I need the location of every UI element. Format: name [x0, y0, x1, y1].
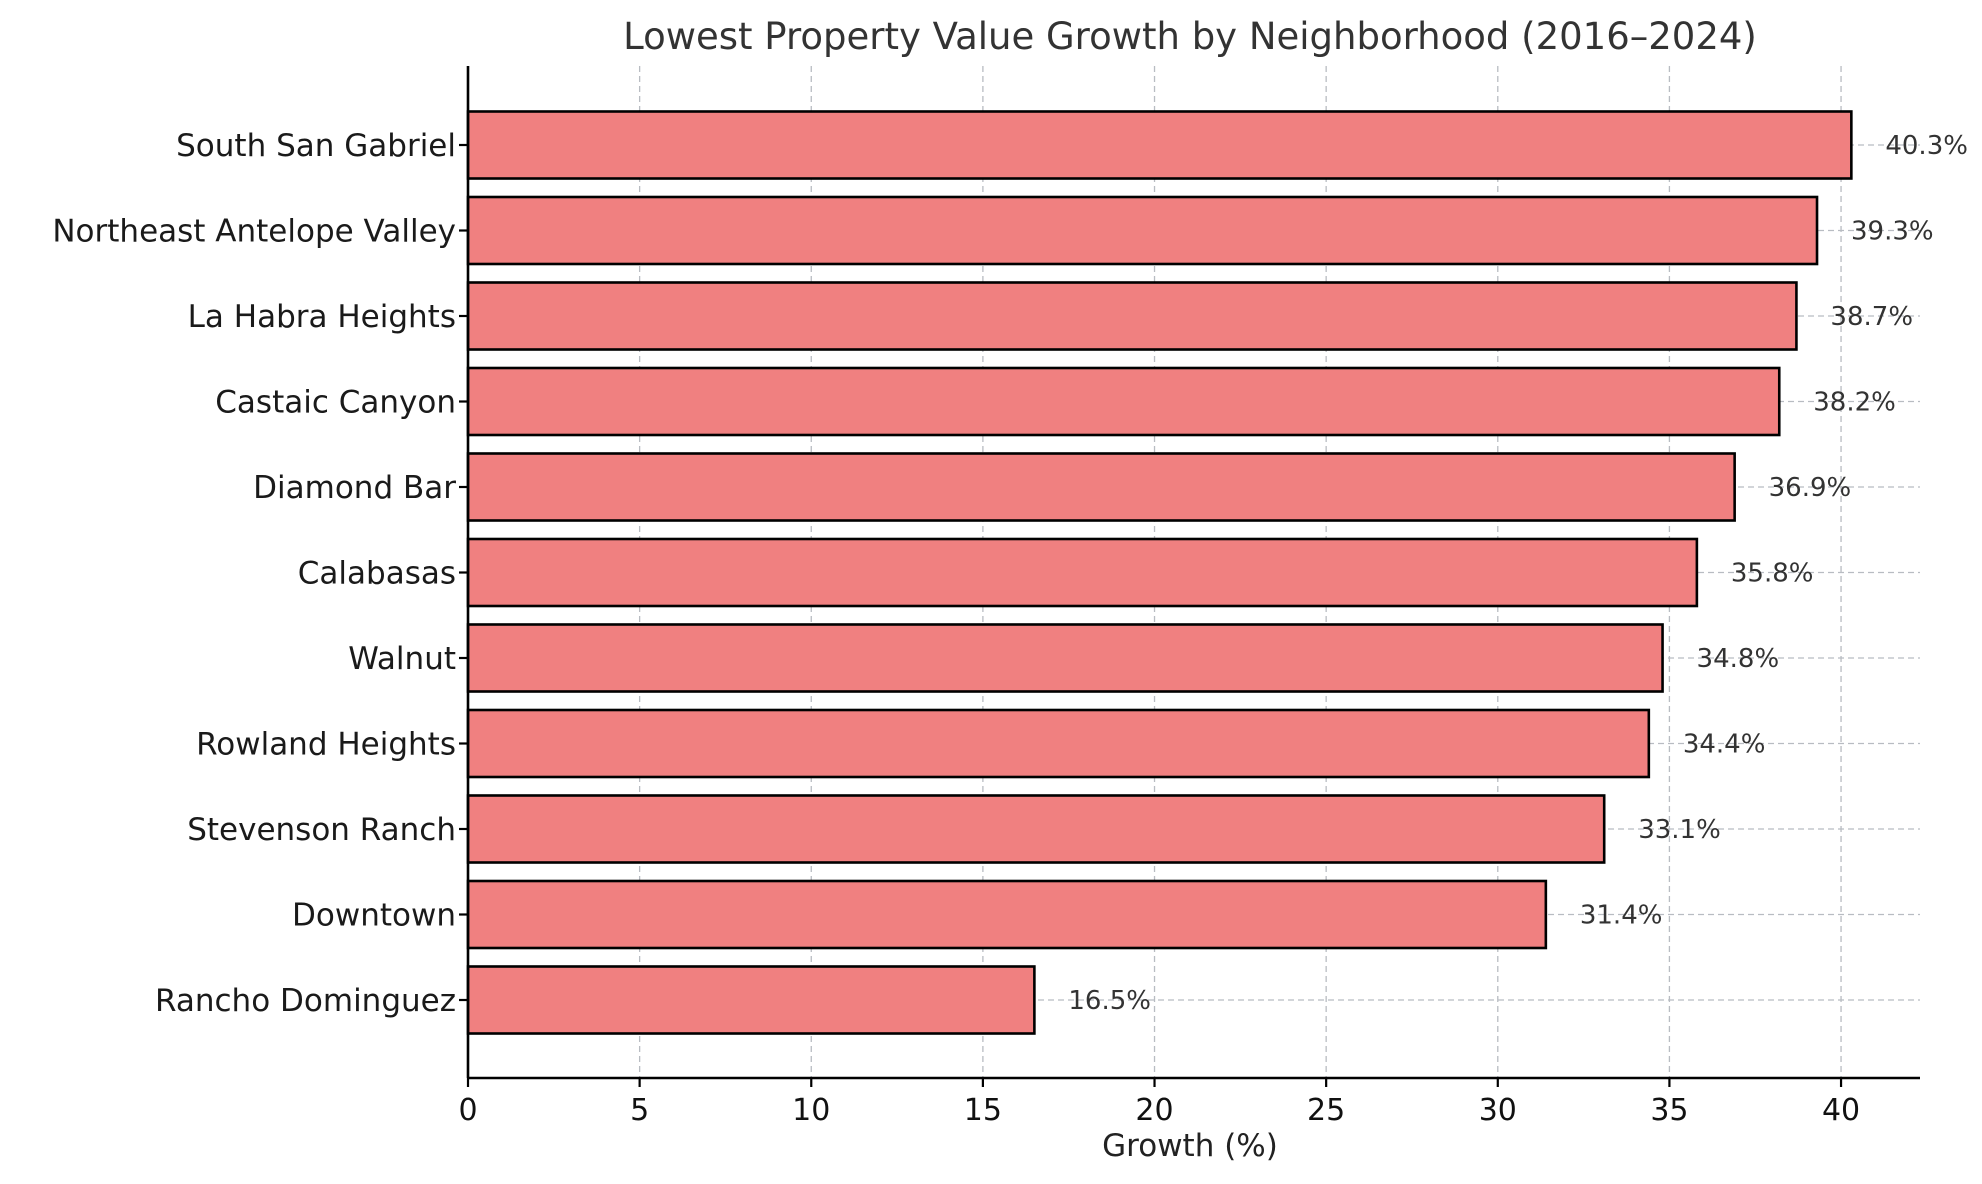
- data-label: 38.7%: [1830, 302, 1913, 332]
- y-tick-label: Walnut: [348, 641, 456, 677]
- data-label: 34.4%: [1683, 730, 1766, 760]
- bar: [466, 537, 1699, 608]
- x-axis-title: Growth (%): [1102, 1128, 1278, 1164]
- data-label: 36.9%: [1769, 473, 1852, 503]
- x-tick-label: 30: [1479, 1093, 1517, 1128]
- bars: [466, 110, 1853, 1035]
- data-label: 38.2%: [1813, 388, 1896, 418]
- x-tick-label: 5: [630, 1093, 649, 1128]
- y-tick-label: Castaic Canyon: [215, 385, 456, 421]
- y-tick-label: Rowland Heights: [196, 727, 456, 763]
- y-tick-label: La Habra Heights: [188, 299, 456, 335]
- data-label: 39.3%: [1851, 217, 1934, 247]
- x-tick-label: 10: [792, 1093, 830, 1128]
- data-label: 40.3%: [1885, 131, 1968, 161]
- x-tick-label: 35: [1650, 1093, 1688, 1128]
- bar: [466, 195, 1819, 266]
- x-tick-label: 15: [964, 1093, 1002, 1128]
- bar: [466, 879, 1548, 950]
- data-label: 34.8%: [1697, 644, 1780, 674]
- axes: [459, 66, 1920, 1087]
- chart-title: Lowest Property Value Growth by Neighbor…: [623, 15, 1757, 58]
- data-label: 16.5%: [1068, 986, 1151, 1016]
- data-label: 31.4%: [1580, 901, 1663, 931]
- bar: [466, 794, 1606, 864]
- bar: [466, 366, 1781, 437]
- bar: [466, 110, 1853, 180]
- x-tick-label: 25: [1307, 1093, 1345, 1128]
- data-label: 33.1%: [1638, 815, 1721, 845]
- data-label: 35.8%: [1731, 559, 1814, 589]
- bar: [466, 452, 1736, 522]
- y-tick-label: Stevenson Ranch: [187, 812, 456, 848]
- bar: [466, 281, 1798, 351]
- y-tick-label: Northeast Antelope Valley: [52, 214, 456, 250]
- x-tick-label: 40: [1822, 1093, 1860, 1128]
- y-tick-label: Calabasas: [298, 556, 456, 592]
- y-tick-label: South San Gabriel: [176, 128, 456, 164]
- x-tick-label: 20: [1135, 1093, 1173, 1128]
- bar: [466, 623, 1664, 693]
- y-tick-label: Diamond Bar: [253, 470, 456, 506]
- y-tick-label: Downtown: [292, 898, 456, 934]
- y-tick-label: Rancho Dominguez: [155, 983, 456, 1019]
- bar: [466, 708, 1651, 779]
- bar: [466, 965, 1036, 1035]
- x-tick-label: 0: [458, 1093, 477, 1128]
- labels: 0 5 10 15 20 25 30 35 40 South San Gabriel Northea…: [52, 128, 1968, 1128]
